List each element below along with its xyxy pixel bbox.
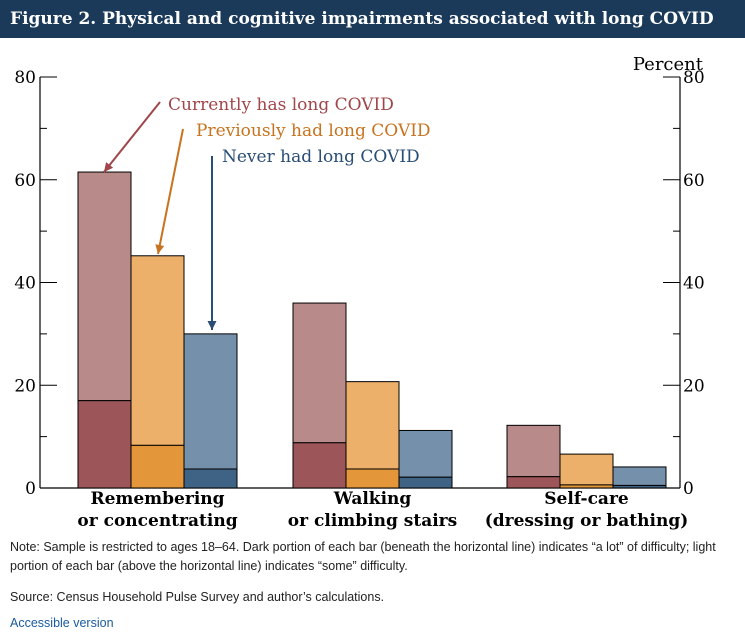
bar-some-difficulty [506,424,561,478]
y-tick-label-left: 60 [14,171,36,191]
bar-some-difficulty [345,381,400,470]
legend-label: Never had long COVID [222,147,420,167]
chart-note: Note: Sample is restricted to ages 18–64… [10,540,716,573]
bar-a-lot-difficulty [292,442,347,489]
legend-label: Previously had long COVID [196,121,431,141]
legend-arrowhead [207,321,217,330]
bar-a-lot-difficulty [612,484,667,489]
bar-some-difficulty [130,255,185,446]
bar-some-difficulty [77,171,132,402]
y-tick-label-left: 0 [25,479,36,499]
bar-some-difficulty [183,333,238,470]
figure-title: Figure 2. Physical and cognitive impairm… [0,0,745,38]
bar-a-lot-difficulty [77,400,132,489]
chart-source: Source: Census Household Pulse Survey an… [10,590,385,604]
category-label: (dressing or bathing) [485,511,689,531]
category-label: Self-care [544,489,629,509]
accessible-version-link[interactable]: Accessible version [10,616,114,630]
legend-label: Currently has long COVID [168,95,394,115]
category-label: Remembering [90,489,224,509]
y-tick-label-right: 80 [683,68,705,88]
bar-some-difficulty [612,466,667,486]
bar-some-difficulty [398,429,453,478]
y-tick-label-right: 20 [683,376,705,396]
bar-a-lot-difficulty [130,444,185,489]
legend-arrowhead [104,162,114,172]
bar-a-lot-difficulty [398,476,453,489]
legend-arrowhead [155,244,165,254]
category-label: or climbing stairs [288,511,457,531]
y-tick-label-left: 40 [14,274,36,294]
y-tick-label-right: 0 [683,479,694,499]
bar-a-lot-difficulty [345,468,400,489]
bar-a-lot-difficulty [506,476,561,489]
category-label: Walking [333,489,412,509]
bar-some-difficulty [292,302,347,444]
category-label: or concentrating [77,511,237,531]
y-tick-label-left: 80 [14,68,36,88]
y-tick-label-right: 60 [683,171,705,191]
bar-some-difficulty [559,453,614,486]
y-tick-label-right: 40 [683,274,705,294]
legend-arrow [103,101,161,173]
y-axis-unit-label: Percent [633,54,704,75]
bar-a-lot-difficulty [183,468,238,489]
legend-arrow [157,128,184,255]
bar-a-lot-difficulty [559,484,614,489]
y-tick-label-left: 20 [14,376,36,396]
